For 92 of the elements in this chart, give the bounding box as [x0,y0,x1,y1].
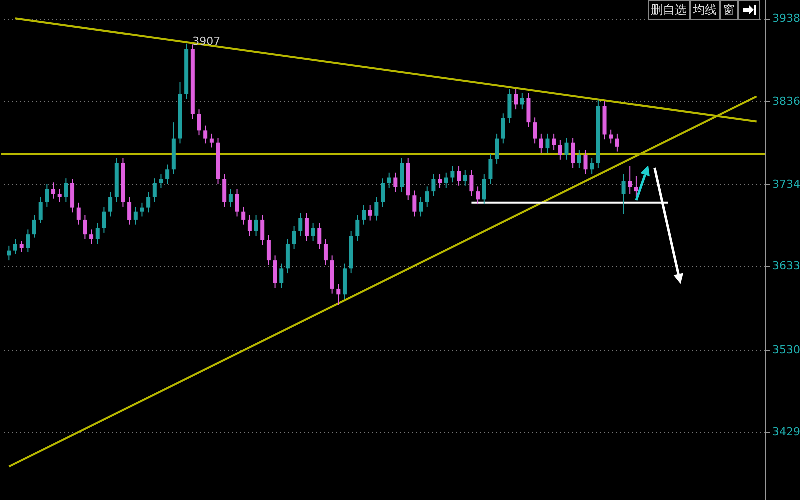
candlestick [273,255,278,289]
candlestick [152,178,157,203]
candlestick [108,192,113,218]
y-tick-label: 3429 [772,425,800,438]
annotation: 3907 [192,34,221,48]
candlestick [166,164,170,185]
candlestick [222,174,227,208]
candlestick [304,212,309,242]
candlestick [450,166,455,184]
candlestick [235,188,240,218]
candlestick [514,88,518,110]
candlestick [432,174,436,197]
candlestick [571,137,576,169]
candlestick [311,222,316,242]
candlestick [394,172,398,193]
candlestick [381,178,385,208]
candlestick [38,196,43,224]
candlestick [248,214,252,237]
candlestick [356,214,360,242]
candlestick [558,140,562,160]
candlestick [488,154,493,185]
annotation: 删自选 [648,0,690,20]
candlestick [438,174,442,189]
candlestick [83,214,88,240]
candlestick [419,196,424,218]
y-tick-label: 3633 [772,260,800,273]
candlestick [470,170,474,197]
candlestick [204,125,208,144]
candlestick [20,240,24,253]
candlestick [102,206,106,234]
candlestick [584,150,588,176]
candlestick [628,166,632,194]
candlestick [159,174,164,189]
candlestick [140,202,144,218]
candlestick [463,170,468,186]
candlestick [387,172,392,189]
candlestick [495,133,500,164]
candlestick [254,214,258,237]
candlestick [324,238,328,266]
candlestick [32,214,37,238]
candlestick [374,196,379,222]
annotation: 窗 [720,0,738,20]
candlestick [412,190,417,218]
candlestick [96,222,100,245]
candlestick [564,137,569,160]
candlestick [609,129,614,144]
candlestick [501,113,506,144]
candlestick [533,117,538,144]
candlestick [242,206,246,226]
y-tick-label: 3734 [772,178,800,191]
candlestick [260,214,265,246]
candlestick [280,263,284,289]
annotation: 均线 [690,0,720,20]
candlestick [7,245,12,262]
candlestick [336,284,341,306]
candlestick [90,229,94,245]
candlestick [266,234,271,266]
candlestick [520,92,524,110]
candlestick [539,133,544,154]
candlestick [45,184,50,208]
candlestick [476,186,480,206]
y-tick-label: 3836 [772,94,800,108]
y-tick-label: 3530 [772,343,800,356]
candlestick [318,222,322,250]
candlestick [622,174,626,215]
candlestick [634,176,638,198]
candlestick [368,204,372,222]
candlestick [26,229,30,253]
candlestick [76,202,81,226]
candlestick [197,109,202,136]
candlestick [52,182,56,200]
candlestick [58,188,62,203]
candlestick [457,166,462,186]
candlestick [134,206,138,226]
candlestick [64,178,68,203]
candlestick [14,238,18,255]
candlestick [298,212,303,237]
candlestick [590,158,594,176]
candlestick [292,226,296,250]
candlestick [546,133,550,154]
y-tick-label: 3938 [772,12,800,26]
candlestick [482,174,486,206]
candlestick [425,186,430,208]
candlestick [577,150,582,169]
candlestick [362,204,366,226]
candlestick [210,133,214,148]
candlestick [128,196,132,226]
candlestick [552,133,556,151]
candlestick [615,133,620,152]
candlestick [228,188,233,208]
candlestick [146,192,151,214]
candlestick [444,172,448,189]
